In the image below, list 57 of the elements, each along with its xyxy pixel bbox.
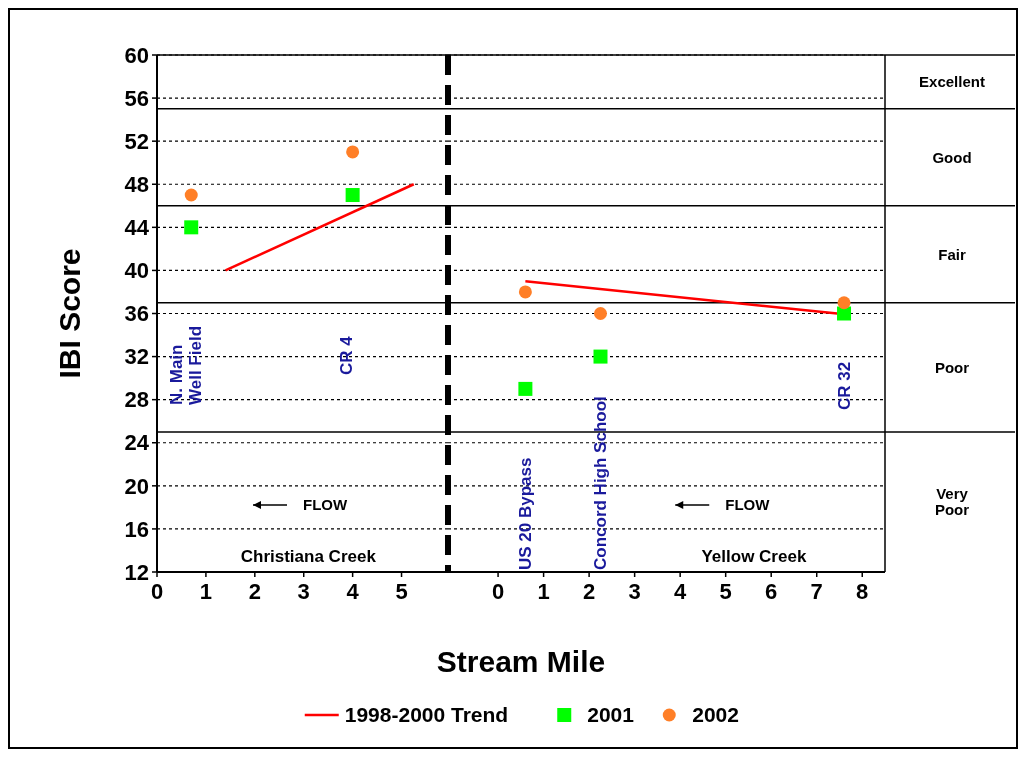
annotation: CR 4 (336, 335, 356, 375)
y-tick-label: 32 (124, 344, 149, 370)
text: Very Poor (934, 484, 970, 519)
y-tick-label: 48 (124, 171, 149, 197)
x-tick-label: 1 (537, 579, 550, 604)
x-tick-label: 7 (810, 579, 823, 604)
x-tick-label: 8 (856, 579, 869, 604)
x-tick-label: 5 (395, 579, 408, 604)
x-tick-label: 0 (150, 579, 164, 604)
annotation: Yellow Creek (701, 547, 807, 566)
annotation: FLOW (725, 496, 771, 514)
annotation: Concord High School (591, 396, 611, 570)
x-tick-label: 6 (765, 579, 778, 604)
legend-label: 2002 (692, 703, 739, 727)
annotation: US 20 Bypass (516, 457, 536, 570)
legend-label: 1998-2000 Trend (344, 703, 509, 727)
x-tick-label: 5 (719, 579, 732, 604)
point (345, 188, 360, 203)
annotation: N. Main Well Field (166, 325, 205, 405)
y-tick-label: 24 (124, 430, 150, 456)
annotation: CR 32 (834, 361, 854, 410)
y-tick-label: 28 (124, 387, 149, 413)
point (837, 296, 851, 310)
y-tick-label: 56 (124, 85, 149, 111)
x-tick-label: 2 (582, 579, 596, 604)
x-tick-label: 1 (199, 579, 213, 604)
point (518, 285, 532, 299)
point (593, 349, 608, 364)
point (346, 145, 360, 159)
y-tick-label: 60 (124, 42, 149, 68)
y-tick-label: 16 (124, 516, 149, 542)
x-tick-label: 4 (346, 579, 360, 604)
x-tick-label: 0 (491, 579, 505, 604)
y-tick-label: 20 (124, 473, 149, 499)
y-tick-label: 44 (124, 215, 150, 241)
point (184, 220, 199, 235)
annotation: Christiana Creek (240, 547, 377, 566)
x-axis-title: Stream Mile (436, 645, 606, 678)
text: Excellent (919, 73, 985, 91)
y-tick-label: 12 (124, 559, 149, 585)
y-tick-label: 52 (124, 128, 149, 154)
x-tick-label: 4 (674, 579, 688, 604)
y-tick-label: 40 (124, 258, 149, 284)
point (837, 306, 852, 321)
y-axis-title: IBI Score (53, 248, 86, 379)
x-tick-label: 2 (248, 579, 261, 604)
point (594, 307, 607, 320)
text: Poor (934, 358, 970, 376)
point (184, 188, 198, 202)
legend-label: 2001 (587, 703, 635, 727)
x-tick-label: 3 (297, 579, 310, 604)
text: Good (932, 148, 972, 166)
y-tick-label: 36 (124, 301, 149, 327)
point (518, 381, 533, 396)
x-tick-label: 3 (628, 579, 641, 604)
annotation: FLOW (303, 496, 349, 514)
text: Fair (938, 245, 966, 263)
